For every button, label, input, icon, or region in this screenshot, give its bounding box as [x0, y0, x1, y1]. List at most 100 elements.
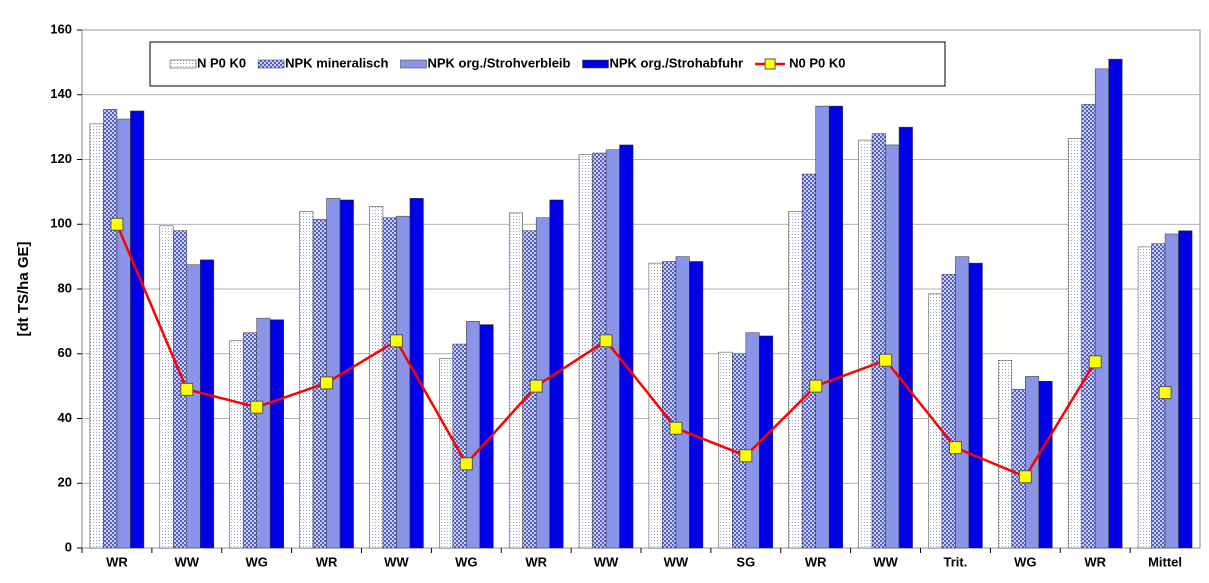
marker	[1158, 386, 1172, 400]
y-tick-label: 80	[58, 280, 72, 295]
bar	[648, 262, 663, 549]
marker	[809, 379, 823, 393]
bar	[89, 123, 104, 549]
x-tick-label: WG	[1014, 554, 1036, 569]
bar	[508, 212, 523, 549]
marker	[459, 457, 473, 471]
bar	[828, 105, 843, 549]
bar	[1137, 246, 1152, 549]
bar	[116, 118, 131, 549]
x-tick-label: WG	[245, 554, 267, 569]
x-tick-label: Trit.	[944, 554, 968, 569]
x-tick-label: WR	[106, 554, 128, 569]
marker	[948, 441, 962, 455]
bar	[103, 109, 118, 549]
x-tick-label: WW	[873, 554, 898, 569]
y-tick-label: 40	[58, 410, 72, 425]
bar	[745, 332, 760, 549]
bar	[229, 340, 244, 549]
bar	[159, 225, 174, 549]
bar	[369, 206, 384, 549]
bar	[256, 317, 271, 549]
bar	[1038, 381, 1053, 549]
y-tick-label: 140	[50, 86, 72, 101]
y-tick-label: 160	[50, 21, 72, 36]
bar	[409, 198, 424, 549]
bar	[200, 259, 215, 549]
bar	[998, 359, 1013, 549]
bar	[242, 332, 257, 549]
bar	[326, 198, 341, 549]
x-tick-label: WG	[455, 554, 477, 569]
bar	[968, 262, 983, 549]
bar	[955, 256, 970, 549]
bar	[871, 133, 886, 549]
y-tick-label: 0	[65, 539, 72, 554]
marker	[180, 382, 194, 396]
bar	[439, 358, 454, 549]
bar	[1025, 376, 1040, 549]
bar	[858, 139, 873, 549]
legend-label: N P0 K0	[197, 55, 246, 70]
bar	[1108, 58, 1123, 549]
x-tick-label: WR	[525, 554, 547, 569]
legend: N P0 K0 NPK mineralisch NPK org./Strohverb…	[149, 41, 946, 87]
legend-label: NPK mineralisch	[285, 55, 388, 70]
legend-label: NPK org./Strohverbleib	[427, 55, 570, 70]
bar	[130, 110, 145, 549]
bar	[592, 152, 607, 549]
bar	[619, 144, 634, 549]
bar	[941, 274, 956, 549]
bar	[466, 321, 481, 549]
bar	[186, 264, 201, 549]
marker	[669, 421, 683, 435]
marker	[320, 376, 334, 390]
legend-swatch	[582, 59, 609, 69]
x-tick-label: WW	[594, 554, 619, 569]
bar	[1011, 389, 1026, 549]
bar	[1094, 68, 1109, 549]
bar	[815, 105, 830, 549]
y-tick-label: 120	[50, 151, 72, 166]
marker	[739, 449, 753, 463]
bar	[788, 211, 803, 549]
marker	[1018, 470, 1032, 484]
legend-swatch	[169, 59, 197, 69]
x-tick-label: WW	[664, 554, 689, 569]
y-tick-label: 60	[58, 345, 72, 360]
bar	[1067, 138, 1082, 549]
marker	[879, 353, 893, 367]
bar	[662, 261, 677, 549]
bar	[885, 144, 900, 549]
marker	[389, 334, 403, 348]
legend-swatch	[400, 59, 427, 69]
bar	[898, 126, 913, 549]
marker	[110, 217, 124, 231]
x-tick-label: WW	[384, 554, 409, 569]
legend-swatch	[257, 59, 285, 69]
marker	[529, 379, 543, 393]
marker	[250, 400, 264, 414]
bar	[801, 173, 816, 549]
legend-swatch	[764, 58, 776, 70]
marker	[1088, 355, 1102, 369]
x-tick-label: WR	[316, 554, 338, 569]
y-axis-label: [dt TS/ha GE]	[15, 242, 32, 337]
bar	[479, 324, 494, 549]
bar	[1178, 230, 1193, 549]
x-tick-label: Mittel	[1148, 554, 1182, 569]
x-tick-label: WR	[805, 554, 827, 569]
bar	[675, 256, 690, 549]
bar	[269, 319, 284, 549]
marker	[599, 334, 613, 348]
legend-label: NPK org./Strohabfuhr	[610, 55, 744, 70]
x-tick-label: WW	[175, 554, 200, 569]
y-tick-label: 20	[58, 475, 72, 490]
bar	[396, 215, 411, 549]
bar	[1081, 104, 1096, 549]
legend-label: N0 P0 K0	[789, 55, 845, 70]
y-tick-label: 100	[50, 216, 72, 231]
x-tick-label: WR	[1084, 554, 1106, 569]
bar	[299, 211, 314, 549]
